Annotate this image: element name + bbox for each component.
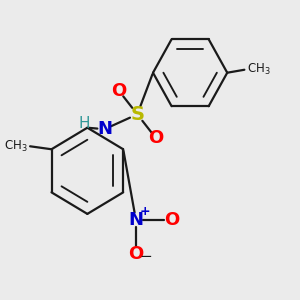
Text: O: O — [128, 245, 143, 263]
Text: −: − — [140, 249, 152, 264]
Text: O: O — [148, 129, 164, 147]
Text: O: O — [164, 211, 179, 229]
Text: O: O — [111, 82, 126, 100]
Text: N: N — [128, 211, 143, 229]
Text: CH$_3$: CH$_3$ — [4, 139, 28, 154]
Text: H: H — [78, 116, 90, 131]
Text: N: N — [97, 120, 112, 138]
Text: S: S — [130, 105, 144, 124]
Text: +: + — [139, 205, 150, 218]
Text: CH$_3$: CH$_3$ — [247, 62, 270, 77]
